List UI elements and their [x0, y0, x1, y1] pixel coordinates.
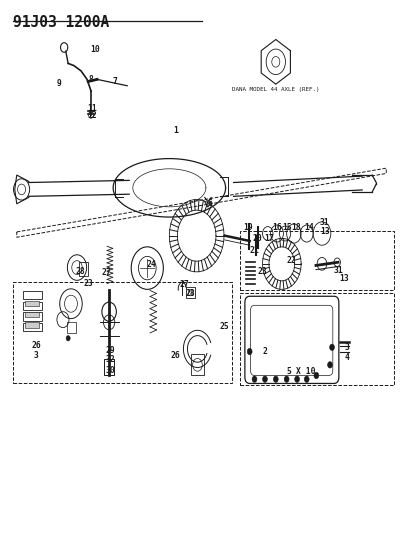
- Text: 21: 21: [249, 246, 260, 255]
- Circle shape: [295, 376, 299, 382]
- Bar: [25, 322, 39, 328]
- Text: 13: 13: [339, 273, 349, 282]
- Bar: [191, 354, 204, 375]
- Circle shape: [247, 349, 252, 355]
- Text: 3: 3: [345, 343, 349, 352]
- Bar: [23, 312, 42, 321]
- Circle shape: [330, 344, 334, 351]
- Bar: [25, 312, 39, 317]
- Bar: [23, 302, 42, 310]
- Text: 23: 23: [83, 279, 93, 288]
- Circle shape: [314, 372, 319, 378]
- Text: 3: 3: [33, 351, 38, 360]
- Text: 11: 11: [87, 103, 97, 112]
- Text: 25: 25: [220, 321, 230, 330]
- Bar: [186, 287, 195, 298]
- Circle shape: [252, 376, 257, 382]
- Text: X 10: X 10: [296, 367, 316, 376]
- Text: 32: 32: [105, 355, 115, 364]
- Text: 12: 12: [87, 111, 97, 120]
- Text: 15: 15: [282, 223, 291, 232]
- Text: 27: 27: [101, 269, 111, 277]
- Circle shape: [328, 362, 332, 368]
- Circle shape: [284, 376, 289, 382]
- Text: 28: 28: [185, 288, 195, 297]
- Bar: [240, 231, 394, 290]
- Bar: [23, 291, 42, 300]
- Bar: [25, 301, 39, 306]
- Bar: [79, 262, 88, 276]
- Circle shape: [273, 376, 278, 382]
- Text: 1: 1: [173, 126, 178, 135]
- Circle shape: [304, 376, 309, 382]
- Text: 28: 28: [75, 268, 85, 276]
- Text: 17: 17: [264, 234, 274, 243]
- Text: 22: 22: [287, 256, 297, 264]
- Bar: [240, 293, 394, 384]
- Text: 7: 7: [113, 77, 118, 86]
- Text: 27: 27: [180, 280, 189, 289]
- Text: 31: 31: [319, 219, 329, 228]
- Text: 16: 16: [272, 223, 282, 232]
- Text: 6: 6: [207, 199, 212, 208]
- Text: 13: 13: [320, 227, 330, 236]
- Bar: [67, 322, 76, 333]
- Text: 14: 14: [304, 223, 314, 232]
- Text: 26: 26: [31, 341, 41, 350]
- Text: 19: 19: [243, 223, 253, 232]
- Text: 2: 2: [262, 347, 268, 356]
- Text: 5: 5: [287, 367, 291, 376]
- Text: 31: 31: [333, 266, 343, 275]
- Bar: [13, 282, 232, 383]
- Bar: [23, 323, 42, 332]
- Text: 9: 9: [56, 78, 61, 87]
- Text: 20: 20: [252, 234, 262, 243]
- Text: 26: 26: [170, 351, 180, 360]
- Text: DANA MODEL 44 AXLE (REF.): DANA MODEL 44 AXLE (REF.): [232, 87, 320, 92]
- Circle shape: [66, 336, 70, 341]
- Bar: [104, 359, 114, 375]
- Text: 91J03 1200A: 91J03 1200A: [13, 14, 109, 29]
- Text: 23: 23: [258, 268, 268, 276]
- Text: 10: 10: [90, 45, 100, 54]
- Circle shape: [262, 376, 267, 382]
- Text: 18: 18: [291, 223, 301, 232]
- Text: 30: 30: [105, 366, 115, 375]
- Text: 24: 24: [146, 261, 156, 269]
- Text: 8: 8: [89, 75, 93, 84]
- Text: 29: 29: [105, 346, 115, 355]
- Text: 4: 4: [345, 353, 349, 362]
